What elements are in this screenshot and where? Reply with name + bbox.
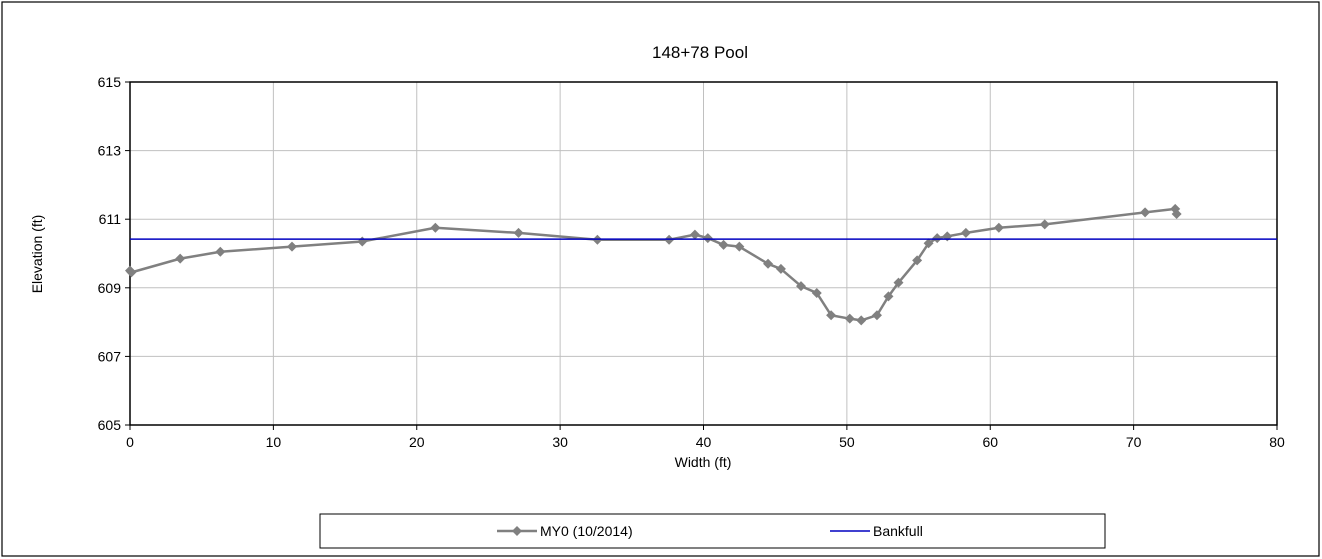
- y-axis-ticks: 605 607 609 611 613 615: [98, 74, 130, 433]
- y-tick-label: 615: [98, 74, 122, 90]
- data-point-my0-10-2014: [689, 229, 700, 240]
- series-line-my0-10-2014: [129, 207, 1178, 322]
- data-point-my0-10-2014: [883, 291, 894, 302]
- data-point-my0-10-2014: [1171, 209, 1182, 220]
- x-tick-label: 50: [839, 434, 855, 450]
- legend-marker-my0: [512, 526, 522, 536]
- data-point-my0-10-2014: [923, 238, 934, 249]
- y-tick-label: 611: [99, 211, 122, 227]
- data-point-my0-10-2014: [893, 277, 904, 288]
- data-point-my0-10-2014: [287, 241, 298, 252]
- x-tick-label: 20: [409, 434, 425, 450]
- x-axis-ticks: 0 10 20 30 40 50 60 70 80: [126, 425, 1285, 450]
- data-point-my0-10-2014: [1140, 207, 1151, 218]
- x-axis-title: Width (ft): [675, 454, 732, 470]
- x-tick-label: 40: [696, 434, 712, 450]
- series-layer: [125, 203, 1277, 326]
- data-point-my0-10-2014: [811, 287, 822, 298]
- x-tick-label: 30: [552, 434, 568, 450]
- data-point-my0-10-2014: [1039, 219, 1050, 230]
- data-point-my0-10-2014: [826, 310, 837, 321]
- data-point-my0-10-2014: [702, 233, 713, 244]
- data-point-my0-10-2014: [912, 255, 923, 266]
- data-point-my0-10-2014: [932, 233, 943, 244]
- x-tick-label: 70: [1126, 434, 1142, 450]
- data-point-my0-10-2014: [126, 267, 137, 278]
- y-tick-label: 609: [98, 280, 122, 296]
- x-tick-label: 0: [126, 434, 134, 450]
- chart-title: 148+78 Pool: [652, 43, 748, 62]
- data-point-my0-10-2014: [430, 222, 441, 233]
- y-tick-label: 613: [98, 143, 122, 159]
- data-point-my0-10-2014: [856, 315, 867, 326]
- x-tick-label: 10: [266, 434, 282, 450]
- data-point-my0-10-2014: [844, 313, 855, 324]
- data-point-my0-10-2014: [993, 222, 1004, 233]
- legend-label-my0: MY0 (10/2014): [540, 523, 633, 539]
- y-tick-label: 607: [98, 348, 122, 364]
- x-tick-label: 60: [982, 434, 998, 450]
- data-point-my0-10-2014: [215, 246, 226, 257]
- data-point-my0-10-2014: [718, 239, 729, 250]
- data-point-my0-10-2014: [513, 227, 524, 238]
- data-point-my0-10-2014: [775, 263, 786, 274]
- data-point-my0-10-2014: [960, 227, 971, 238]
- data-point-my0-10-2014: [175, 253, 186, 264]
- legend-box: [319, 513, 1106, 549]
- x-tick-label: 80: [1269, 434, 1285, 450]
- data-point-my0-10-2014: [763, 258, 774, 269]
- legend: MY0 (10/2014) Bankfull: [319, 513, 1106, 549]
- y-axis-title: Elevation (ft): [29, 215, 45, 294]
- data-point-my0-10-2014: [795, 281, 806, 292]
- data-point-my0-10-2014: [871, 310, 882, 321]
- data-point-my0-10-2014: [734, 241, 745, 252]
- legend-label-bankfull: Bankfull: [873, 523, 923, 539]
- y-tick-label: 605: [98, 417, 122, 433]
